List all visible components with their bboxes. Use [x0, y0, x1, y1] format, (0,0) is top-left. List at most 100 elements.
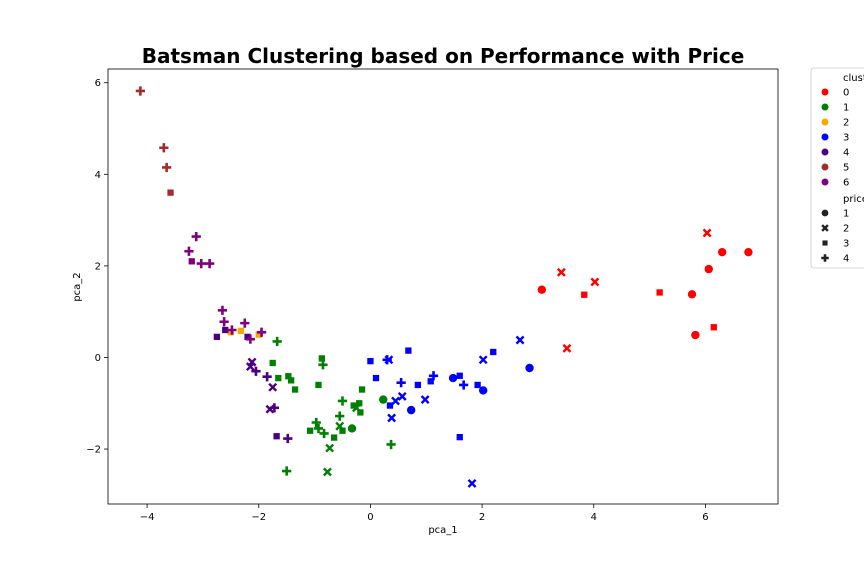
data-point: [448, 373, 458, 383]
data-point: [367, 357, 374, 365]
data-point: [323, 467, 332, 477]
data-point: [515, 335, 525, 345]
data-point: [283, 433, 293, 444]
legend-cluster-label: 2: [843, 118, 849, 129]
data-point: [306, 427, 314, 434]
data-point: [478, 355, 488, 365]
data-point: [269, 403, 280, 413]
data-point: [387, 413, 397, 423]
legend-cluster-entries: 0 1 2 3 4 5 6: [821, 88, 849, 189]
legend-price-label: 1: [843, 209, 849, 220]
data-point: [456, 372, 463, 379]
data-point: [467, 478, 477, 488]
data-point: [406, 405, 416, 415]
data-point: [456, 433, 463, 441]
data-point: [318, 360, 328, 370]
y-tick-label: −2: [86, 445, 101, 456]
data-point: [490, 348, 497, 356]
data-point: [237, 327, 245, 335]
data-point: [275, 374, 282, 382]
legend-cluster-label: 6: [843, 178, 849, 189]
data-point: [391, 396, 400, 406]
data-point: [357, 409, 364, 416]
data-point: [704, 264, 713, 274]
data-point: [479, 386, 488, 395]
data-point: [428, 371, 439, 381]
y-tick-label: 0: [95, 353, 101, 364]
data-point: [204, 258, 215, 269]
legend-price-label: 2: [843, 224, 849, 235]
data-point: [337, 396, 348, 406]
x-axis: −4 −2 0 2 4 6: [140, 504, 709, 523]
data-point: [313, 423, 324, 434]
data-point: [420, 395, 430, 405]
data-point: [159, 143, 169, 153]
data-point: [744, 247, 753, 257]
legend-cluster-label: 1: [843, 103, 849, 114]
y-axis-label: pca_2: [72, 272, 83, 301]
data-point: [414, 381, 422, 389]
legend-title-clust: clust: [843, 73, 864, 84]
x-tick-label: −4: [140, 512, 155, 523]
data-point: [256, 327, 267, 337]
data-point: [188, 258, 195, 265]
data-point: [311, 417, 321, 428]
data-point: [318, 355, 325, 362]
data-point: [262, 372, 272, 382]
data-point: [217, 305, 228, 315]
legend-title-price: price: [843, 194, 864, 205]
data-point: [291, 386, 299, 393]
legend-price-label: 3: [843, 239, 849, 250]
data-point: [244, 333, 251, 341]
legend-cluster-label: 3: [843, 133, 849, 144]
data-point: [459, 380, 469, 390]
data-point: [384, 355, 394, 365]
data-point: [162, 162, 172, 173]
data-point: [556, 267, 566, 277]
data-point: [356, 400, 363, 407]
data-point: [347, 424, 357, 433]
data-point: [282, 466, 292, 476]
x-tick-label: 6: [702, 512, 708, 523]
data-point: [581, 291, 588, 298]
data-point: [315, 381, 322, 389]
legend-cluster-marker: [821, 148, 829, 156]
data-point: [191, 231, 201, 242]
data-point: [386, 439, 396, 450]
data-point: [240, 318, 250, 328]
data-point: [702, 228, 712, 238]
data-point: [167, 189, 174, 196]
data-point: [330, 434, 338, 441]
data-point: [247, 357, 257, 367]
data-point: [537, 285, 547, 294]
data-point: [135, 86, 146, 96]
data-point: [196, 258, 206, 269]
data-point: [319, 428, 329, 439]
data-point: [656, 289, 663, 296]
data-point: [285, 373, 292, 380]
data-point: [251, 366, 261, 376]
plot-area: [135, 86, 753, 488]
x-tick-label: 0: [367, 512, 373, 523]
data-point: [379, 395, 388, 404]
data-point: [474, 381, 481, 389]
data-point: [219, 317, 229, 327]
chart-title: Batsman Clustering based on Performance …: [142, 44, 745, 68]
data-point: [372, 374, 380, 382]
legend-frame: [810, 67, 864, 269]
legend-cluster-marker: [821, 118, 829, 126]
legend-cluster-marker: [821, 178, 829, 186]
data-point: [525, 363, 534, 373]
x-tick-label: 4: [591, 512, 597, 523]
legend-price-marker: [821, 209, 829, 217]
legend-price-marker: [821, 224, 829, 232]
data-point: [213, 333, 221, 341]
y-tick-label: 2: [95, 261, 101, 272]
legend-cluster-marker: [821, 88, 829, 96]
x-axis-label: pca_1: [428, 525, 457, 536]
data-point: [710, 324, 717, 331]
legend-price-entries: 1 2 3 4: [821, 209, 849, 265]
data-point: [339, 427, 346, 434]
data-point: [687, 290, 697, 299]
